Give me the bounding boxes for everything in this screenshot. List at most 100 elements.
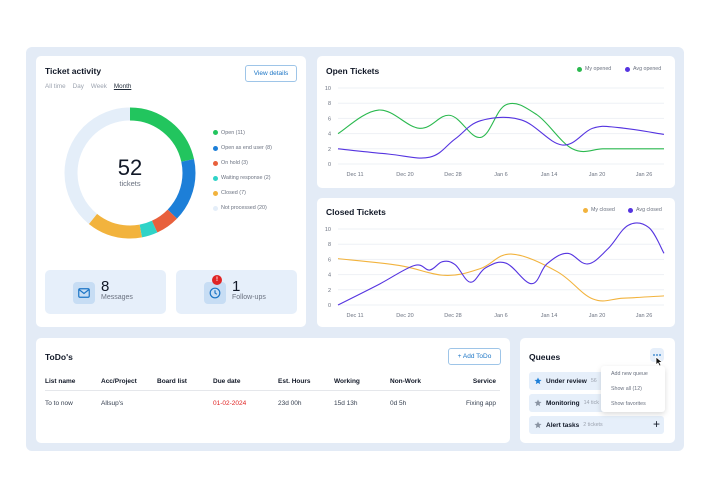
legend-avg-closed: Avg closed bbox=[628, 207, 662, 213]
followups-card[interactable]: ! 1 Follow-ups bbox=[176, 270, 297, 314]
col-est-hours[interactable]: Est. Hours bbox=[278, 378, 311, 386]
legend-dot bbox=[577, 66, 582, 72]
col-acc-project[interactable]: Acc/Project bbox=[101, 378, 137, 386]
queues-title: Queues bbox=[529, 352, 561, 362]
y-tick-label: 10 bbox=[325, 86, 331, 92]
open-tickets-title: Open Tickets bbox=[326, 66, 380, 76]
queue-item-alert-tasks[interactable]: Alert tasks 2 tickets + bbox=[529, 416, 664, 434]
tab-month[interactable]: Month bbox=[113, 83, 132, 90]
legend-closed: Closed (7) bbox=[213, 188, 272, 198]
y-tick-label: 10 bbox=[325, 227, 331, 233]
y-tick-label: 4 bbox=[328, 273, 331, 279]
y-tick-label: 6 bbox=[328, 116, 331, 122]
menu-item-show-all[interactable]: Show all (12) bbox=[611, 386, 642, 392]
legend-dot bbox=[213, 160, 218, 166]
x-tick-label: Dec 20 bbox=[396, 172, 413, 178]
donut-total: 52 bbox=[117, 155, 143, 180]
messages-label: Messages bbox=[101, 294, 133, 301]
followups-count: 1 bbox=[232, 278, 241, 295]
tab-all-time[interactable]: All time bbox=[45, 83, 66, 90]
donut-segment bbox=[64, 107, 196, 239]
legend-dot bbox=[628, 207, 633, 213]
y-tick-label: 0 bbox=[328, 303, 331, 309]
tab-week[interactable]: Week bbox=[90, 83, 107, 90]
x-tick-label: Jan 26 bbox=[636, 313, 653, 319]
tab-day[interactable]: Day bbox=[72, 83, 84, 90]
donut-total-label: tickets bbox=[119, 179, 141, 188]
star-icon bbox=[534, 399, 542, 407]
ticket-activity-title: Ticket activity bbox=[45, 66, 102, 76]
y-tick-label: 8 bbox=[328, 101, 331, 107]
legend-dot bbox=[583, 207, 588, 213]
legend-dot bbox=[213, 190, 218, 196]
menu-item-show-favorites[interactable]: Show favorites bbox=[611, 401, 646, 407]
x-tick-label: Dec 11 bbox=[346, 313, 363, 319]
x-tick-label: Dec 11 bbox=[346, 172, 363, 178]
cell-list-name: To to now bbox=[45, 389, 101, 416]
cell-board-list bbox=[157, 389, 213, 416]
followups-label: Follow-ups bbox=[232, 294, 266, 301]
cell-service: Fixing app bbox=[444, 389, 500, 416]
view-details-button[interactable]: View details bbox=[245, 65, 297, 82]
open-tickets-card bbox=[317, 56, 675, 188]
legend-dot bbox=[213, 130, 218, 136]
cell-working: 15d 13h bbox=[334, 389, 390, 416]
closed-tickets-chart: 0 2 4 6 8 10 Dec 11 Dec 20 Dec 28 Jan 6 Jan 14 Jan … bbox=[325, 222, 665, 319]
x-tick-label: Dec 28 bbox=[444, 313, 461, 319]
legend-dot bbox=[213, 145, 218, 151]
table-header-row: List name Acc/Project Board list Due dat… bbox=[45, 374, 500, 390]
legend-open-as-end-user: Open as end user (8) bbox=[213, 143, 272, 153]
add-todo-button[interactable]: + Add ToDo bbox=[448, 348, 501, 365]
col-working[interactable]: Working bbox=[334, 378, 360, 386]
y-tick-label: 4 bbox=[328, 132, 331, 138]
series-line bbox=[337, 222, 665, 306]
donut-segment bbox=[64, 107, 196, 239]
series-line bbox=[337, 253, 665, 302]
legend-dot bbox=[213, 175, 218, 181]
messages-card[interactable]: 8 Messages bbox=[45, 270, 166, 314]
legend-open: Open (11) bbox=[213, 128, 272, 138]
legend-my-opened: My opened bbox=[577, 66, 611, 72]
queue-count: 2 tickets bbox=[583, 422, 603, 428]
queue-label: Under review bbox=[546, 377, 587, 385]
cell-due-date: 01-02-2024 bbox=[213, 389, 278, 416]
col-due-date[interactable]: Due date bbox=[213, 378, 241, 386]
x-tick-label: Jan 20 bbox=[589, 313, 606, 319]
closed-tickets-title: Closed Tickets bbox=[326, 207, 386, 217]
queue-label: Alert tasks bbox=[546, 421, 580, 429]
queue-options-menu: Add new queue Show all (12) Show favorit… bbox=[601, 366, 665, 412]
star-icon bbox=[534, 421, 542, 429]
mail-icon bbox=[73, 282, 95, 304]
series-line bbox=[337, 102, 664, 153]
queue-options-button[interactable] bbox=[650, 348, 664, 362]
cell-acc-project: Allsup's bbox=[101, 389, 157, 416]
cell-est-hours: 23d 00h bbox=[278, 389, 334, 416]
series-line bbox=[337, 116, 665, 159]
todo-title: ToDo's bbox=[45, 352, 73, 362]
y-tick-label: 2 bbox=[328, 147, 331, 153]
x-tick-label: Jan 6 bbox=[494, 313, 507, 319]
col-non-work[interactable]: Non-Work bbox=[390, 378, 421, 386]
y-tick-label: 2 bbox=[328, 288, 331, 294]
cell-non-work: 0d 5h bbox=[390, 389, 444, 416]
open-tickets-chart: 0 2 4 6 8 10 Dec 11 Dec 20 Dec 28 Jan 6 Jan 14 Jan … bbox=[325, 86, 665, 178]
x-tick-label: Jan 26 bbox=[636, 172, 653, 178]
queue-label: Monitoring bbox=[546, 399, 580, 407]
x-tick-label: Dec 20 bbox=[396, 313, 413, 319]
col-list-name[interactable]: List name bbox=[45, 378, 76, 386]
col-board-list[interactable]: Board list bbox=[157, 378, 187, 386]
donut-legend: Open (11) Open as end user (8) On hold (… bbox=[213, 128, 272, 218]
cursor-icon bbox=[655, 356, 664, 367]
col-service[interactable]: Service bbox=[472, 378, 496, 386]
table-row[interactable]: To to now Allsup's 01-02-2024 23d 00h 15… bbox=[45, 389, 500, 416]
menu-item-add-new-queue[interactable]: Add new queue bbox=[611, 371, 648, 377]
y-tick-label: 6 bbox=[328, 257, 331, 263]
more-icon bbox=[653, 354, 661, 356]
x-tick-label: Jan 6 bbox=[494, 172, 507, 178]
period-tabs: All time Day Week Month bbox=[45, 83, 131, 90]
queue-count: 56 bbox=[590, 378, 597, 384]
legend-dot bbox=[625, 66, 630, 72]
add-queue-icon[interactable]: + bbox=[652, 417, 660, 431]
messages-count: 8 bbox=[101, 278, 110, 295]
legend-dot bbox=[213, 205, 218, 211]
